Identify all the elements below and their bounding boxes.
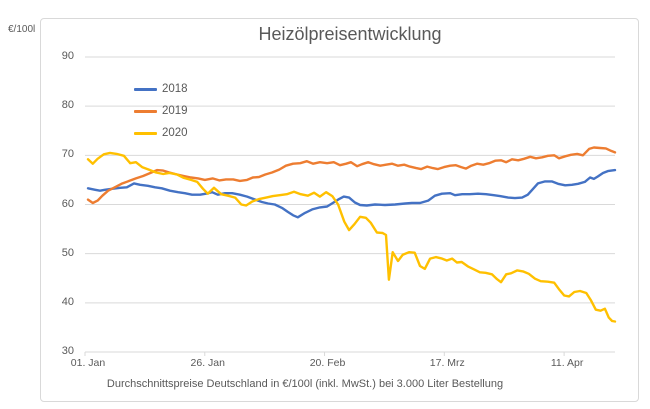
y-tick-label: 70 <box>61 148 74 161</box>
legend-item: 2018 <box>134 78 188 100</box>
y-tick-label: 30 <box>61 345 74 357</box>
legend-item: 2020 <box>134 122 188 144</box>
legend-label: 2019 <box>162 105 188 117</box>
x-tick-label: 17. Mrz <box>429 357 465 369</box>
legend-label: 2018 <box>162 83 188 95</box>
legend-swatch-2019 <box>134 109 157 113</box>
axis-caption: Durchschnittspreise Deutschland in €/100… <box>106 378 504 390</box>
x-tick-label: 11. Apr <box>550 357 584 369</box>
legend-item: 2019 <box>134 100 188 122</box>
y-axis-unit-label: €/100l <box>8 24 36 35</box>
chart-title: Heizölpreisentwicklung <box>258 24 442 44</box>
y-tick-label: 80 <box>61 99 74 112</box>
legend-label: 2020 <box>162 127 188 139</box>
legend-swatch-2018 <box>134 87 157 91</box>
y-tick-label: 40 <box>61 295 74 308</box>
y-tick-label: 90 <box>61 50 74 62</box>
y-tick-label: 50 <box>61 246 74 259</box>
x-tick-label: 20. Feb <box>309 357 346 369</box>
x-tick-label: 01. Jan <box>70 357 106 369</box>
x-tick-label: 26. Jan <box>190 357 225 369</box>
legend: 2018 2019 2020 <box>134 78 188 144</box>
series-line-2020 <box>86 151 617 323</box>
series-line-2018 <box>86 168 617 219</box>
y-tick-label: 60 <box>61 197 74 210</box>
legend-swatch-2020 <box>134 131 157 135</box>
